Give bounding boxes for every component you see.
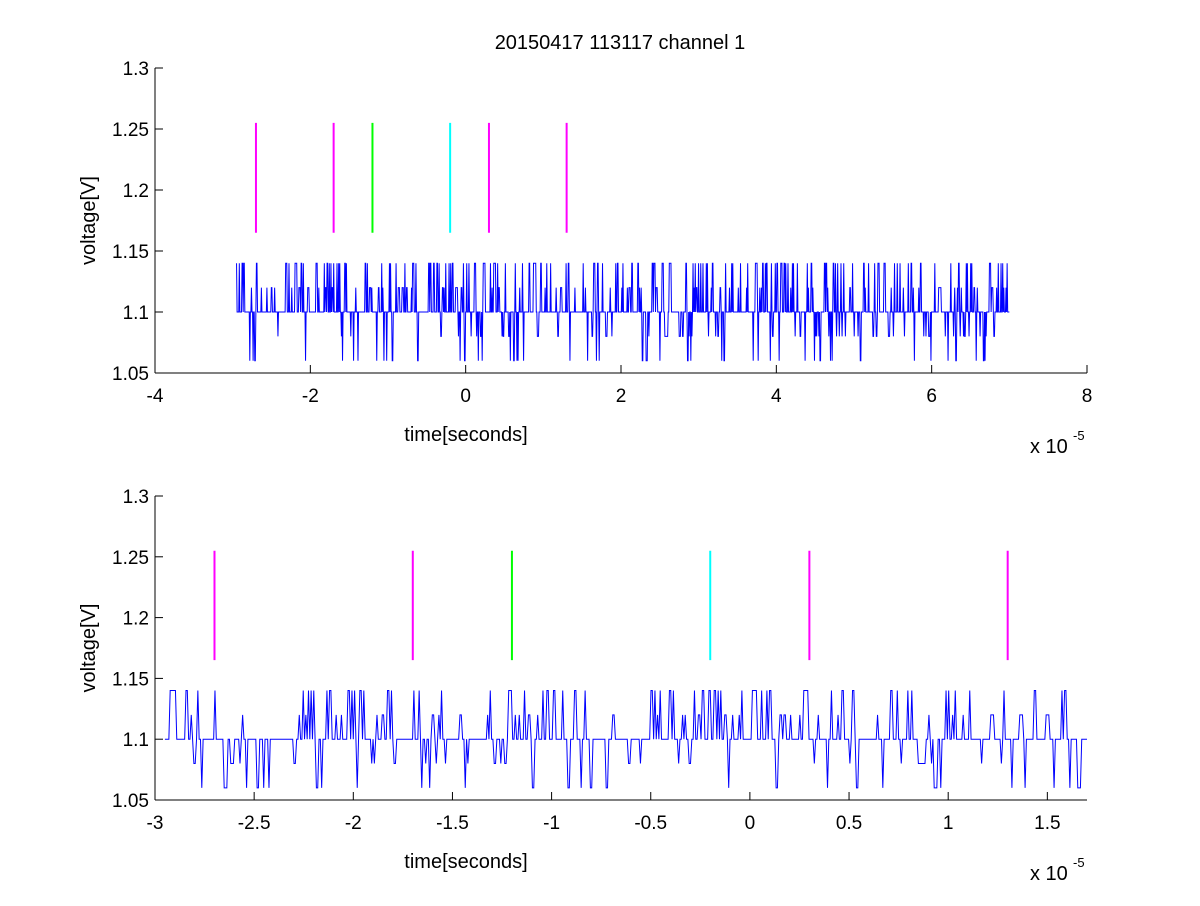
y-tick-label: 1.1: [123, 730, 149, 751]
y-tick-label: 1.2: [123, 181, 149, 202]
x-tick-label: 0.5: [836, 813, 862, 834]
x-tick-label: 2: [616, 386, 627, 407]
y-tick-label: 1.15: [112, 669, 149, 690]
y-axis-label: voltage[V]: [78, 604, 100, 693]
y-tick-label: 1.1: [123, 303, 149, 324]
x-tick-label: 1.5: [1034, 813, 1060, 834]
x-tick-label: -2: [302, 386, 319, 407]
y-tick-label: 1.05: [112, 364, 149, 385]
x-tick-label: 0: [460, 386, 471, 407]
x-tick-label: -1: [543, 813, 560, 834]
x-tick-label: -3: [147, 813, 164, 834]
x-tick-label: -2: [345, 813, 362, 834]
y-tick-label: 1.25: [112, 548, 149, 569]
y-tick-label: 1.15: [112, 242, 149, 263]
y-tick-label: 1.3: [123, 59, 149, 80]
x-tick-label: 6: [926, 386, 937, 407]
x-tick-label: 8: [1082, 386, 1093, 407]
x-axis-multiplier-exponent: -5: [1073, 855, 1085, 870]
y-axis-label: voltage[V]: [78, 176, 100, 265]
voltage-trace: [236, 262, 1010, 362]
x-tick-label: 4: [771, 386, 782, 407]
chart-title: 20150417 113117 channel 1: [495, 32, 746, 54]
x-tick-label: -4: [147, 386, 164, 407]
x-axis-multiplier: x 10: [1030, 863, 1068, 885]
x-tick-label: 0: [745, 813, 756, 834]
y-tick-label: 1.05: [112, 791, 149, 812]
bottom-plot: 1.05 1.1 1.15 1.2 1.25 1.3 -3 -2.5 -2 -1.5 -1 -0.5 0…: [78, 487, 1087, 885]
x-axis-label: time[seconds]: [404, 851, 527, 873]
y-tick-label: 1.25: [112, 120, 149, 141]
x-tick-label: 1: [943, 813, 954, 834]
x-tick-label: -0.5: [634, 813, 667, 834]
x-axis-label: time[seconds]: [404, 424, 527, 446]
x-axis-multiplier: x 10: [1030, 436, 1068, 458]
x-axis-multiplier-exponent: -5: [1073, 428, 1085, 443]
y-tick-label: 1.3: [123, 487, 149, 508]
x-tick-label: -2.5: [238, 813, 271, 834]
top-plot: 1.05 1.1 1.15 1.2 1.25 1.3 -4 -2 0 2 4 6 8 time[secon…: [78, 59, 1092, 458]
y-tick-label: 1.2: [123, 609, 149, 630]
x-tick-label: -1.5: [436, 813, 469, 834]
voltage-trace: [164, 690, 1087, 789]
